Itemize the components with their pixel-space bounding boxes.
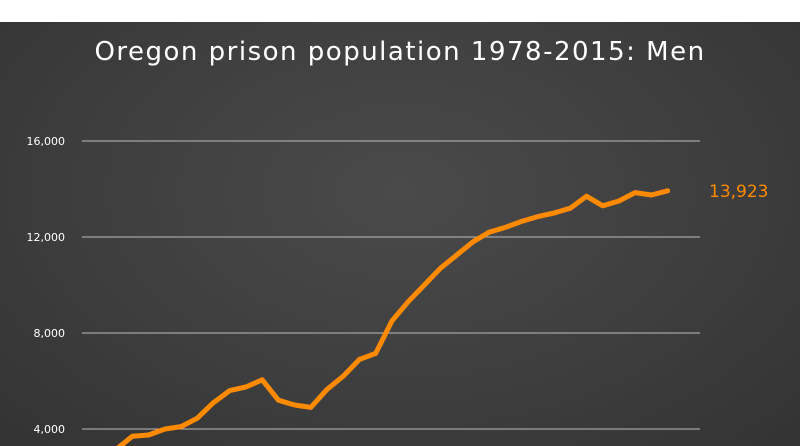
chart-title: Oregon prison population 1978-2015: Men <box>94 37 706 67</box>
y-tick-label: 8,000 <box>34 327 66 340</box>
chart-slide: Oregon prison population 1978-2015: Men … <box>0 22 800 446</box>
y-tick-label: 16,000 <box>27 135 66 148</box>
end-value-label: 13,923 <box>709 182 768 202</box>
y-tick-label: 12,000 <box>27 231 66 244</box>
y-tick-label: 4,000 <box>34 423 66 436</box>
series-line <box>116 188 671 446</box>
top-margin <box>0 0 800 22</box>
line-chart: 4,000 8,000 12,000 16,000 13,923 <box>27 135 768 446</box>
